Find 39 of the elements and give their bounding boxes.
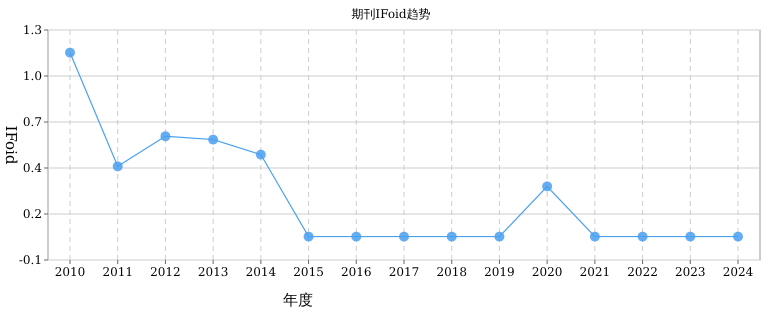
point <box>112 161 123 172</box>
point <box>590 232 600 242</box>
y-axis-title: IFoid <box>2 126 20 165</box>
x-tick-label: 2016 <box>341 265 372 279</box>
point <box>494 232 504 242</box>
point <box>256 150 266 160</box>
y-tick-label: 0.2 <box>22 207 42 221</box>
point <box>65 48 75 58</box>
x-tick-label: 2015 <box>293 265 324 279</box>
point <box>685 232 696 242</box>
y-tick-label: 0.7 <box>22 115 42 129</box>
point <box>542 181 552 192</box>
x-tick-label: 2014 <box>246 265 276 279</box>
x-tick-label: 2017 <box>388 265 420 279</box>
y-tick-label: -0.1 <box>18 253 42 267</box>
y-tick-label: 0.4 <box>22 161 42 175</box>
x-tick-label: 2022 <box>627 265 658 279</box>
x-tick-label: 2020 <box>532 265 562 279</box>
x-tick-label: 2024 <box>722 265 754 279</box>
chart-title: 期刊IFoid趋势 <box>351 7 431 21</box>
point <box>446 232 457 242</box>
point <box>208 134 218 145</box>
x-tick-label: 2012 <box>150 265 181 279</box>
x-tick-label: 2023 <box>675 265 706 279</box>
x-axis-title: 年度 <box>283 291 313 309</box>
x-tick-label: 2021 <box>580 265 610 279</box>
point <box>733 232 743 242</box>
y-tick-label: 1.3 <box>22 23 42 37</box>
point <box>351 232 362 242</box>
point <box>638 232 648 242</box>
x-tick-label: 2010 <box>54 265 86 279</box>
point <box>399 232 409 242</box>
point <box>304 232 314 242</box>
x-tick-label: 2018 <box>436 265 467 279</box>
y-tick-label: 1.0 <box>22 69 42 83</box>
x-tick-label: 2019 <box>484 265 515 279</box>
point <box>160 131 170 142</box>
x-tick-label: 2013 <box>198 265 228 279</box>
x-tick-label: 2011 <box>102 265 133 279</box>
